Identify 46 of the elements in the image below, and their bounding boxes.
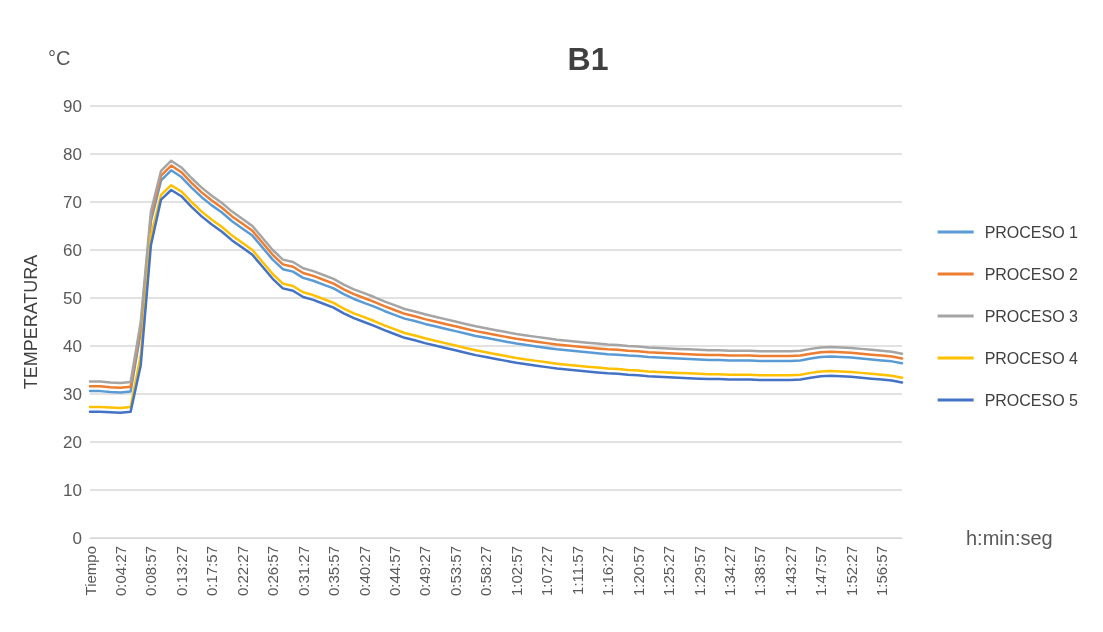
x-tick-label: 1:29:57 <box>690 546 708 597</box>
x-tick-label: 1:07:27 <box>538 546 556 597</box>
x-tick-label: 1:56:57 <box>873 546 891 597</box>
x-tick-label: 0:13:27 <box>172 546 190 597</box>
x-tick-label: 0:40:27 <box>355 546 373 597</box>
x-tick-label: 1:02:57 <box>507 546 525 597</box>
x-tick-label: 0:31:27 <box>294 546 312 597</box>
y-tick-label: 60 <box>63 240 82 260</box>
y-tick-label: 80 <box>63 144 82 164</box>
x-tick-label: 0:26:57 <box>264 546 282 597</box>
x-tick-label: 1:16:27 <box>599 546 617 597</box>
y-tick-label: 40 <box>63 336 82 356</box>
x-tick-label: 1:43:27 <box>781 546 799 597</box>
x-tick-label: 0:58:27 <box>477 546 495 597</box>
text: °C <box>48 47 71 69</box>
x-tick-label: Tiempo <box>81 546 99 596</box>
legend-label: PROCESO 2 <box>984 265 1079 283</box>
y-tick-label: 30 <box>63 384 82 404</box>
x-tick-label: 0:44:57 <box>386 546 403 597</box>
x-tick-label: 1:25:27 <box>660 546 678 597</box>
y-tick-label: 70 <box>63 192 82 212</box>
x-tick-label: 1:20:57 <box>629 546 647 597</box>
y-axis-title: TEMPERATURA <box>21 254 41 390</box>
x-tick-label: 0:49:27 <box>416 546 434 597</box>
y-tick-label: 20 <box>63 432 82 452</box>
y-tick-label: 10 <box>63 480 82 500</box>
legend-label: PROCESO 5 <box>984 391 1079 409</box>
x-tick-label: 1:11:57 <box>568 546 586 595</box>
legend-label: PROCESO 1 <box>984 223 1079 241</box>
chart-title: B1 <box>567 41 609 77</box>
x-tick-label: 0:08:57 <box>142 546 160 597</box>
x-tick-label: 1:52:27 <box>842 546 860 597</box>
x-tick-label: 0:53:57 <box>446 546 464 597</box>
x-tick-label: 0:17:57 <box>203 546 221 597</box>
legend-label: PROCESO 4 <box>984 349 1079 367</box>
x-tick-label: 0:35:57 <box>325 546 343 597</box>
x-tick-label: 1:34:27 <box>720 546 738 597</box>
x-tick-label: 0:04:27 <box>111 546 129 597</box>
y-tick-label: 50 <box>63 288 82 308</box>
y-tick-label: 90 <box>63 96 82 116</box>
x-tick-label: 1:38:57 <box>751 546 769 597</box>
legend-label: PROCESO 3 <box>984 307 1079 325</box>
y-tick-label: 0 <box>72 528 82 548</box>
x-tick-label: 1:47:57 <box>812 546 830 597</box>
text: h:min:seg <box>966 527 1053 549</box>
x-tick-label: 0:22:27 <box>233 546 251 597</box>
